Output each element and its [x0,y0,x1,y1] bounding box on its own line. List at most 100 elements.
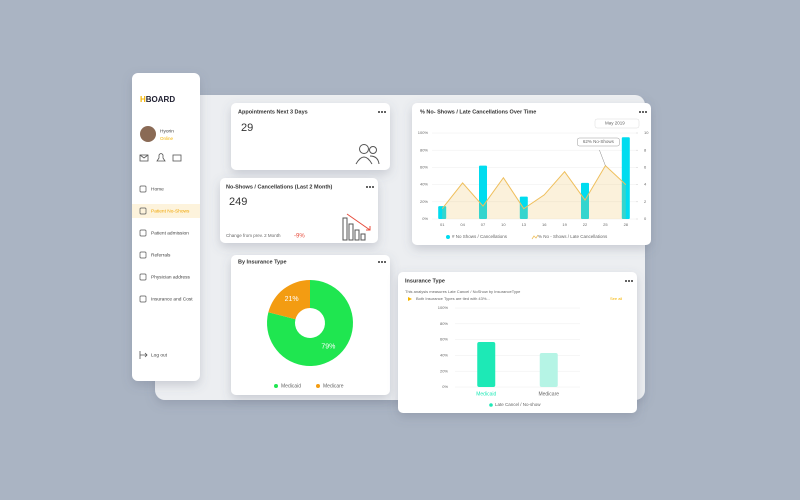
line-area [442,165,626,219]
legend-swatch [274,384,278,388]
nav-icon [139,295,147,303]
card-title: By Insurance Type [238,259,287,265]
menu-dots [366,111,647,282]
nav-icon [139,207,147,215]
slice-label: 21% [285,296,299,303]
logo: HBOARD [140,95,175,104]
x-tick-label: 25 [603,222,608,227]
decline-icon [342,213,371,241]
period-dropdown[interactable] [594,118,640,129]
slice-label: 79% [321,344,335,351]
people-icon [355,144,380,165]
see-all-link[interactable]: See all [610,296,622,301]
header-icons [139,153,182,162]
nav-icon [139,185,147,193]
annotation-box [577,137,620,147]
user-name: Hyorin [160,128,174,134]
card [398,272,637,413]
nav-icon [139,251,147,259]
active-nav-bg [132,204,200,218]
x-tick-label: Medicaid [476,391,496,397]
nav-icon [139,273,147,281]
y-tick-label: 0% [442,384,448,389]
legend-label: Medicare [323,383,344,389]
y-tick-label: 100% [418,130,429,135]
legend-swatch [316,384,320,388]
card [231,255,390,395]
nav-item[interactable]: Physician address [151,274,191,280]
legend-label: Medicaid [281,383,301,389]
nav-item[interactable]: Patient No-Shows [151,208,190,214]
card [220,178,378,243]
x-tick-label: 28 [624,222,629,227]
nav-item[interactable]: Home [151,186,164,192]
card-title: Appointments Next 3 Days [238,109,308,115]
donut-slice [268,280,310,320]
sidebar [132,73,200,381]
y2-tick-label: 6 [644,164,647,169]
x-tick-label: 07 [481,222,486,227]
nav-icon [139,229,147,237]
annotation-leader [599,149,606,166]
bar [479,165,487,219]
y-tick-label: 80% [420,147,428,152]
nav-item[interactable]: Referrals [151,252,171,258]
logo-text: BOARD [146,95,176,104]
card-title: No-Shows / Cancellations (Last 2 Month) [226,184,333,190]
x-tick-label: 01 [440,222,445,227]
line [441,164,627,210]
legend-label: Late Cancel / No-show [495,402,541,407]
kpi-value: 29 [241,122,253,134]
x-tick-label: 04 [460,222,465,227]
change-value: -9% [294,234,305,240]
nav-item[interactable]: Insurance and Cost [151,296,193,302]
card-subtitle: This analysis measures Late Cancel / NoS… [405,289,521,294]
bar [581,182,589,219]
bar [621,137,630,219]
y2-tick-label: 10 [644,130,649,135]
bar [477,341,496,387]
x-tick-label: 13 [522,222,527,227]
y2-tick-label: 2 [644,199,647,204]
bar [539,353,558,387]
y-tick-label: 60% [420,164,428,169]
y-tick-label: 100% [438,305,449,310]
period-label: May 2019 [605,121,625,126]
y-tick-label: 0% [422,216,428,221]
x-tick-label: 19 [562,222,567,227]
y-tick-label: 60% [440,337,448,342]
y-tick-label: 40% [420,182,428,187]
x-tick-label: Medicare [538,391,559,397]
donut-slice [267,280,353,366]
x-tick-label: 10 [501,222,506,227]
card-note: Both Insurance Types are tied with 43%..… [416,296,490,301]
y-tick-label: 80% [440,321,448,326]
y2-tick-label: 4 [644,182,647,187]
legend-swatch [531,234,539,240]
y-tick-label: 20% [420,199,428,204]
annotation: 62% No-Shows [583,139,615,144]
kpi-value: 249 [229,196,247,208]
card [231,103,390,170]
y2-tick-label: 0 [644,216,647,221]
nav-item[interactable]: Patient admission [151,230,189,236]
logo-accent: H [140,95,146,104]
y-tick-label: 40% [440,352,448,357]
card-title: % No- Shows / Late Cancellations Over Ti… [420,109,536,115]
card-title: Insurance Type [405,278,445,284]
logout[interactable]: Log out [151,352,168,358]
avatar [140,126,156,142]
logout-icon [139,351,148,359]
y2-tick-label: 8 [644,147,647,152]
note-icon [408,297,412,301]
legend-label: % No - Shows / Late Cancellations [538,234,608,239]
x-tick-label: 22 [583,222,588,227]
legend-label: # No Shows / Cancellations [452,234,508,239]
legend-swatch [489,403,493,407]
x-tick-label: 16 [542,222,547,227]
user-status: Online [160,136,174,141]
y-tick-label: 20% [440,368,448,373]
legend-swatch [446,235,450,239]
